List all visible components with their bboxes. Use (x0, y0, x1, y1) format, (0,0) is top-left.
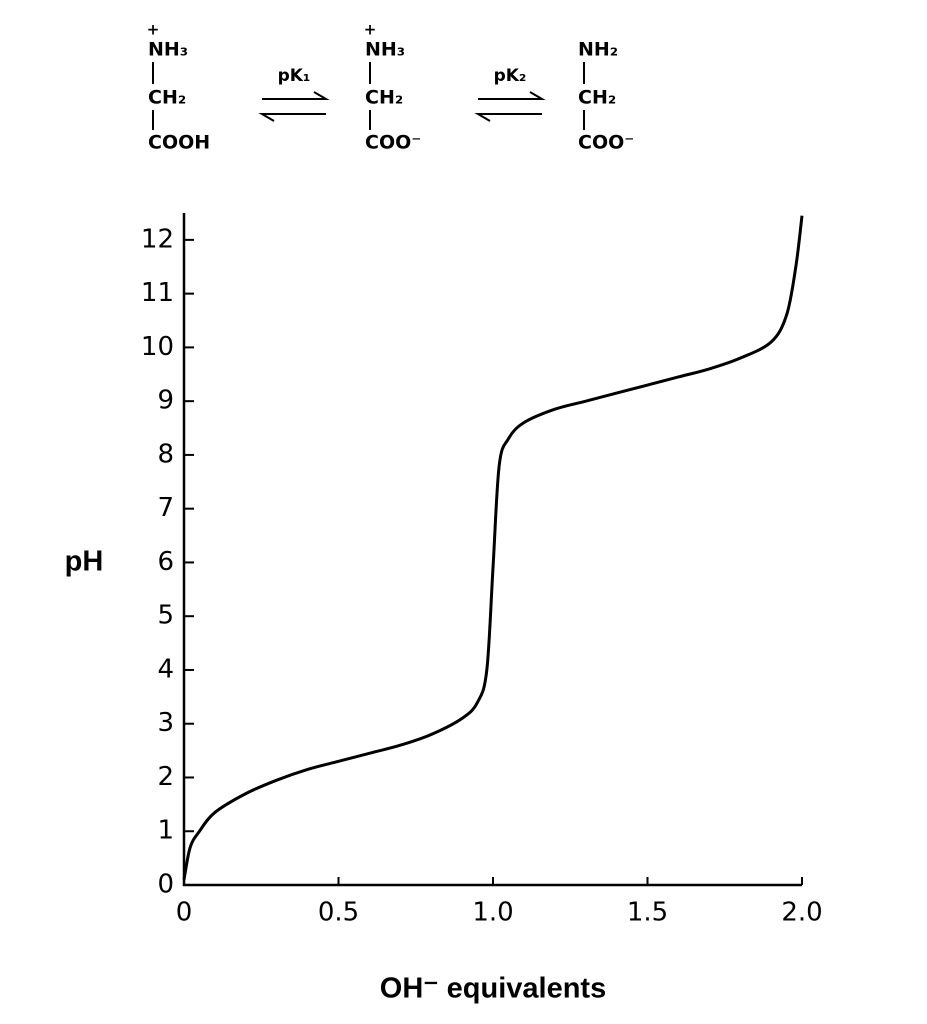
y-tick-label: 12 (141, 224, 174, 254)
titration-curve (182, 215, 804, 880)
pk-label: pK₁ (278, 66, 311, 86)
reaction-scheme (152, 62, 585, 130)
carboxyl-group: COOH (148, 132, 210, 154)
pk-label: pK₂ (494, 66, 527, 86)
y-tick-label: 0 (157, 870, 174, 900)
y-tick-label: 7 (157, 493, 174, 523)
y-tick-label: 9 (157, 386, 174, 416)
y-axis-label: pH (65, 546, 104, 578)
y-tick-label: 6 (157, 547, 174, 577)
x-tick-label: 1.5 (627, 898, 668, 928)
carboxyl-group: COO⁻ (578, 132, 634, 154)
x-tick-label: 1.0 (472, 898, 513, 928)
y-tick-label: 3 (157, 708, 174, 738)
reverse-arrow (474, 113, 542, 122)
y-tick-label: 1 (157, 816, 174, 846)
forward-arrow (478, 91, 546, 100)
x-tick-label: 0.5 (318, 898, 359, 928)
charge: + (147, 21, 160, 39)
y-tick-label: 8 (157, 439, 174, 469)
forward-arrow (262, 91, 330, 100)
methylene-group: CH₂ (148, 87, 186, 109)
y-tick-label: 5 (157, 601, 174, 631)
x-axis-label: OH⁻ equivalents (380, 973, 606, 1005)
amine-group: NH₃ (365, 39, 405, 61)
y-tick-label: 2 (157, 762, 174, 792)
x-tick-label: 2.0 (781, 898, 822, 928)
y-tick-label: 11 (141, 278, 174, 308)
amine-group: NH₂ (578, 39, 618, 61)
x-tick-label: 0 (176, 898, 193, 928)
carboxyl-group: COO⁻ (365, 132, 421, 154)
charge: + (364, 21, 377, 39)
y-tick-label: 10 (141, 332, 174, 362)
methylene-group: CH₂ (578, 87, 616, 109)
reverse-arrow (258, 113, 326, 122)
y-tick-label: 4 (157, 654, 174, 684)
amine-group: NH₃ (148, 39, 188, 61)
methylene-group: CH₂ (365, 87, 403, 109)
